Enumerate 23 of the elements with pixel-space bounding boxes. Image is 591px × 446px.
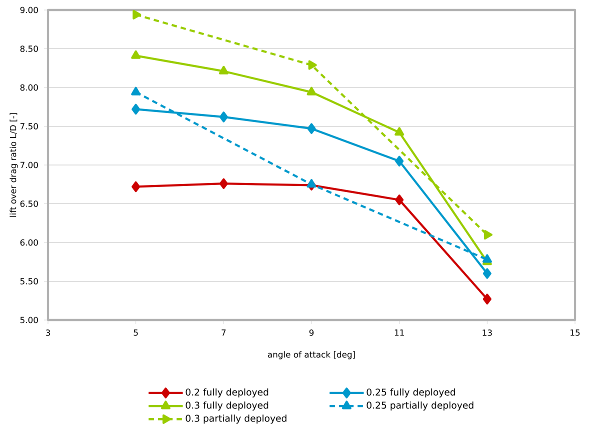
legend-label: 0.3 partially deployed [186, 414, 286, 424]
y-tick-label: 6.50 [20, 200, 38, 207]
x-tick-label: 15 [570, 330, 580, 336]
y-tick-label: 8.00 [20, 84, 38, 91]
x-tick-label: 11 [394, 330, 404, 336]
legend-label: 0.2 fully deployed [186, 388, 268, 398]
y-tick-label: 8.50 [20, 46, 38, 52]
x-axis-title: angle of attack [deg] [268, 351, 355, 360]
y-tick-label: 6.00 [20, 239, 38, 246]
x-tick-label: 9 [309, 330, 314, 336]
x-tick-label: 13 [482, 330, 492, 336]
x-tick-label: 5 [134, 330, 138, 336]
legend-label: 0.3 fully deployed [186, 401, 268, 411]
legend-label: 0.25 fully deployed [366, 388, 456, 398]
y-tick-label: 7.00 [20, 162, 38, 168]
y-tick-label: 7.50 [20, 123, 38, 130]
legend-label: 0.25 partially deployed [366, 401, 474, 411]
y-tick-label: 5.00 [20, 316, 38, 324]
y-axis-title: lift over drag ratio L/D [-] [10, 113, 18, 217]
y-tick-label: 5.50 [20, 278, 38, 284]
x-tick-label: 7 [222, 330, 226, 336]
y-tick-label: 9.00 [20, 6, 38, 14]
x-tick-label: 3 [46, 330, 50, 336]
